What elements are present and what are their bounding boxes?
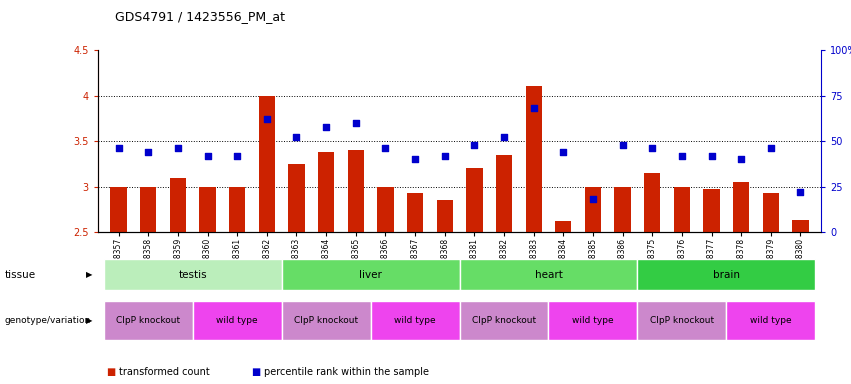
Bar	[437, 200, 453, 232]
Bar	[259, 96, 275, 232]
Bar	[585, 187, 601, 232]
Text: ■: ■	[106, 367, 116, 377]
Bar	[460, 259, 637, 290]
Bar	[229, 187, 245, 232]
Point	[645, 146, 659, 152]
Point	[616, 142, 630, 148]
Bar	[318, 152, 334, 232]
Point	[319, 124, 333, 130]
Bar	[104, 259, 282, 290]
Point	[349, 120, 363, 126]
Bar	[460, 301, 549, 340]
Point	[527, 105, 540, 111]
Text: heart: heart	[534, 270, 563, 280]
Text: percentile rank within the sample: percentile rank within the sample	[264, 367, 429, 377]
Text: genotype/variation: genotype/variation	[4, 316, 90, 325]
Bar	[192, 301, 282, 340]
Point	[260, 116, 274, 122]
Bar	[496, 155, 512, 232]
Bar	[282, 259, 460, 290]
Text: wild type: wild type	[394, 316, 436, 325]
Bar	[674, 187, 690, 232]
Bar	[140, 187, 157, 232]
Point	[497, 134, 511, 141]
Point	[734, 156, 748, 162]
Text: ▶: ▶	[86, 316, 93, 325]
Point	[141, 149, 155, 155]
Bar	[199, 187, 215, 232]
Point	[111, 146, 125, 152]
Bar	[704, 189, 720, 232]
Text: testis: testis	[179, 270, 207, 280]
Text: tissue: tissue	[4, 270, 36, 280]
Text: transformed count: transformed count	[119, 367, 210, 377]
Bar	[555, 221, 572, 232]
Text: wild type: wild type	[216, 316, 258, 325]
Bar	[733, 182, 750, 232]
Point	[794, 189, 808, 195]
Point	[764, 146, 778, 152]
Point	[289, 134, 303, 141]
Point	[408, 156, 422, 162]
Bar	[370, 301, 460, 340]
Bar	[377, 187, 393, 232]
Bar	[526, 86, 542, 232]
Point	[557, 149, 570, 155]
Point	[467, 142, 481, 148]
Bar	[762, 193, 779, 232]
Text: brain: brain	[713, 270, 740, 280]
Text: wild type: wild type	[572, 316, 614, 325]
Point	[231, 153, 244, 159]
Text: ClpP knockout: ClpP knockout	[650, 316, 714, 325]
Point	[171, 146, 185, 152]
Bar	[282, 301, 370, 340]
Point	[586, 197, 600, 203]
Bar	[288, 164, 305, 232]
Bar	[644, 173, 660, 232]
Bar	[549, 301, 637, 340]
Bar	[792, 220, 808, 232]
Bar	[169, 178, 186, 232]
Text: wild type: wild type	[750, 316, 791, 325]
Bar	[637, 259, 815, 290]
Text: ClpP knockout: ClpP knockout	[472, 316, 536, 325]
Text: liver: liver	[359, 270, 382, 280]
Bar	[614, 187, 631, 232]
Bar	[637, 301, 727, 340]
Text: ■: ■	[251, 367, 260, 377]
Bar	[347, 150, 364, 232]
Point	[201, 153, 214, 159]
Point	[705, 153, 718, 159]
Text: GDS4791 / 1423556_PM_at: GDS4791 / 1423556_PM_at	[115, 10, 285, 23]
Bar	[407, 193, 423, 232]
Point	[438, 153, 452, 159]
Bar	[111, 187, 127, 232]
Bar	[104, 301, 192, 340]
Point	[379, 146, 392, 152]
Text: ClpP knockout: ClpP knockout	[117, 316, 180, 325]
Bar	[466, 169, 483, 232]
Text: ClpP knockout: ClpP knockout	[294, 316, 358, 325]
Bar	[727, 301, 815, 340]
Text: ▶: ▶	[86, 270, 93, 279]
Point	[675, 153, 688, 159]
